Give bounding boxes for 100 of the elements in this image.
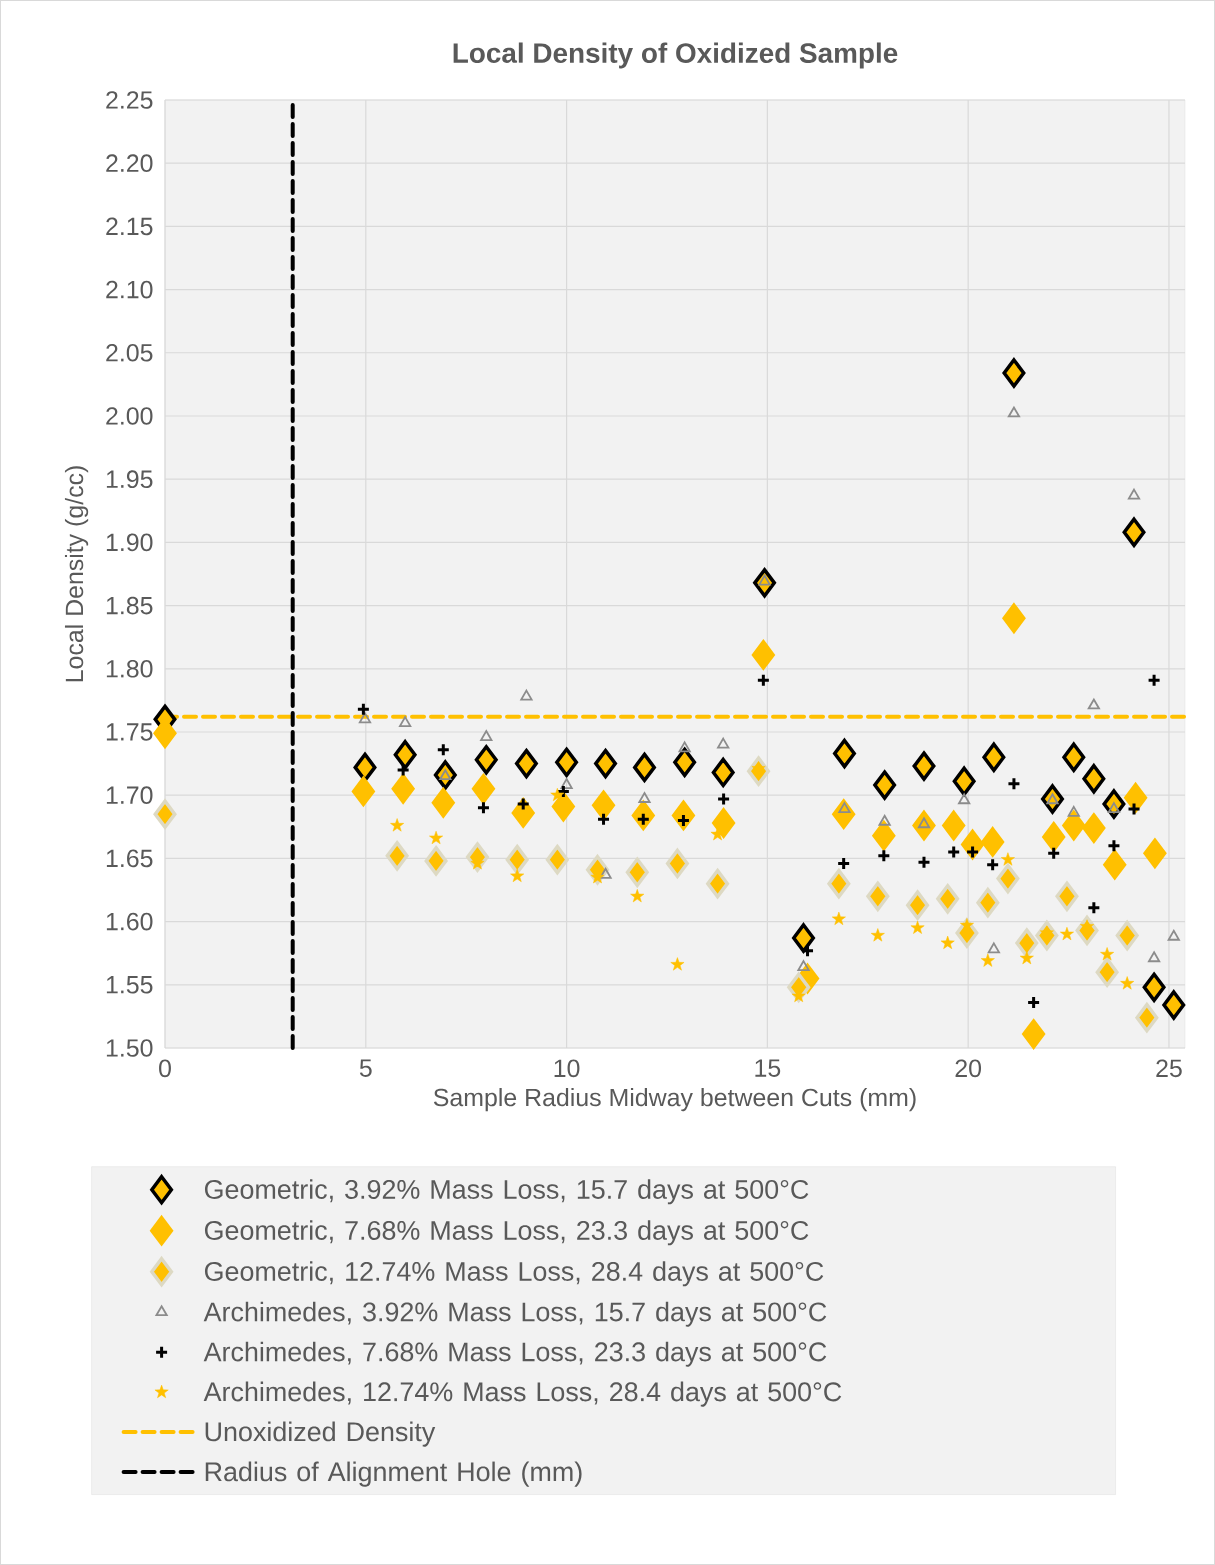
point (946, 845, 961, 860)
point (1127, 802, 1142, 817)
point (390, 818, 405, 832)
point (870, 928, 885, 942)
point (625, 857, 649, 888)
point (717, 737, 730, 749)
point (917, 817, 931, 829)
point (866, 881, 890, 912)
point (396, 762, 411, 777)
point (678, 741, 691, 753)
point (712, 808, 736, 838)
legend-label: Geometric, 12.74% Mass Loss, 28.4 days at 500°C (204, 1261, 824, 1287)
point (670, 957, 685, 971)
point (952, 766, 976, 797)
point (399, 716, 412, 728)
chart-title: Local Density of Oxidized Sample (453, 42, 898, 69)
point (716, 791, 731, 806)
point (1115, 920, 1139, 951)
legend-label: Unoxidized Density (205, 1421, 436, 1447)
point (393, 739, 417, 770)
y-axis-title: Local Density (g/cc) (64, 466, 89, 682)
point (838, 802, 851, 813)
point (514, 748, 538, 779)
point (831, 911, 846, 925)
y-tick-label: 1.90 (106, 533, 153, 552)
point (476, 800, 491, 815)
point (1148, 951, 1161, 963)
point (987, 942, 1000, 954)
point (556, 784, 571, 799)
point (636, 812, 651, 827)
point (436, 742, 451, 757)
y-tick-label: 1.50 (106, 1039, 153, 1057)
point (391, 774, 415, 804)
point (596, 812, 611, 827)
y-tick-label: 1.60 (106, 912, 153, 931)
point (876, 848, 891, 863)
point (910, 920, 925, 934)
x-axis-title: Sample Radius Midway between Cuts (mm) (433, 1087, 916, 1112)
point (1006, 776, 1021, 791)
x-tick-label: 10 (554, 1059, 580, 1078)
point (872, 820, 896, 851)
point (673, 747, 697, 778)
point (996, 863, 1020, 894)
y-tick-label: 1.65 (106, 849, 153, 868)
point (1095, 957, 1119, 987)
point (706, 868, 730, 899)
point (1022, 1019, 1046, 1049)
point (353, 752, 377, 783)
point (424, 846, 448, 876)
y-tick-label: 2.10 (106, 280, 153, 299)
point (630, 889, 645, 903)
point (1087, 698, 1100, 710)
point (1042, 822, 1066, 852)
point (1167, 929, 1180, 941)
point (976, 887, 1000, 918)
point (545, 844, 569, 875)
y-tick-label: 2.20 (106, 154, 153, 172)
point (356, 702, 371, 717)
y-tick-label: 2.00 (106, 407, 153, 425)
point (981, 827, 1005, 857)
point (1067, 805, 1080, 817)
point (916, 855, 931, 870)
point (1026, 995, 1041, 1010)
point (1002, 358, 1026, 388)
x-tick-label: 15 (755, 1059, 781, 1077)
legend-label: Archimedes, 12.74% Mass Loss, 28.4 days at 500°C (203, 1381, 842, 1407)
point (471, 774, 495, 804)
point (792, 923, 816, 953)
point (980, 953, 995, 967)
point (385, 841, 409, 871)
point (936, 884, 960, 914)
point (1135, 1002, 1159, 1033)
point (555, 747, 579, 778)
point (550, 787, 565, 802)
point (474, 745, 498, 775)
y-tick-label: 2.25 (106, 91, 153, 109)
point (1147, 673, 1162, 688)
point (982, 742, 1006, 773)
y-tick-label: 1.95 (106, 470, 153, 488)
point (940, 935, 955, 949)
point (560, 778, 573, 789)
x-tick-label: 0 (159, 1059, 171, 1078)
point (638, 792, 651, 803)
point (1060, 926, 1074, 941)
legend-label: Radius of Alignment Hole (mm) (205, 1461, 582, 1487)
point (873, 770, 897, 800)
point (676, 813, 691, 828)
point (1062, 742, 1086, 773)
point (1103, 849, 1127, 880)
point (912, 751, 936, 781)
point (551, 791, 575, 822)
point (480, 730, 493, 741)
point (1082, 813, 1106, 843)
point (592, 790, 616, 821)
point (906, 890, 930, 920)
point (711, 757, 735, 788)
legend-label: Archimedes, 7.68% Mass Loss, 23.3 days at 500°C (203, 1341, 827, 1367)
point (520, 689, 533, 701)
y-tick-label: 1.55 (106, 976, 153, 994)
y-tick-label: 1.80 (106, 659, 153, 678)
